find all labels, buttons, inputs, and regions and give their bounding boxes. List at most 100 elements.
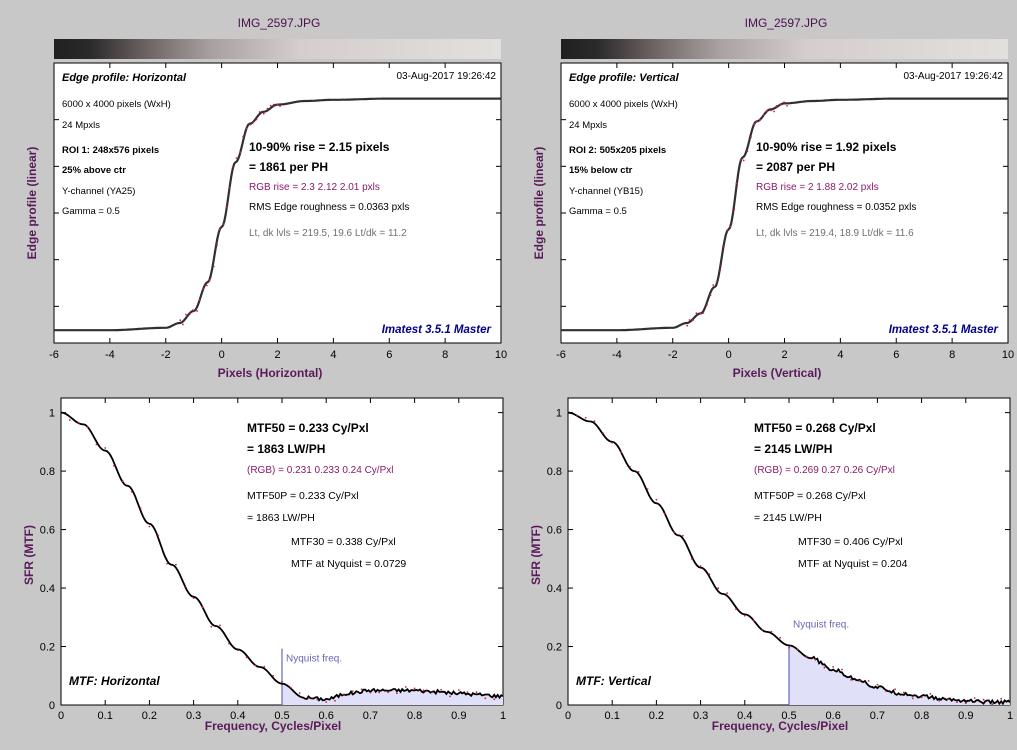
mtf50p-lwph: = 1863 LW/PH xyxy=(247,512,315,524)
edge-y-axis-label: Edge profile (linear) xyxy=(532,147,546,260)
edge-x-tick-label: 6 xyxy=(893,349,899,361)
mtf-sample-point xyxy=(920,696,923,699)
mtf-sample-point xyxy=(646,488,649,490)
edge-sample-point xyxy=(779,103,782,106)
mtf-at-nyquist: MTF at Nyquist = 0.204 xyxy=(798,558,908,570)
mtf-x-tick-label: 0.7 xyxy=(870,710,885,722)
edge-brand-label: Imatest 3.5.1 Master xyxy=(889,324,999,336)
edge-sample-point xyxy=(262,112,265,115)
edge-timestamp: 03-Aug-2017 19:26:42 xyxy=(903,71,1003,82)
nyquist-label: Nyquist freq. xyxy=(793,619,849,630)
edge-rms-roughness: RMS Edge roughness = 0.0352 pxls xyxy=(756,202,916,213)
mtf-beyond-nyquist-area xyxy=(282,683,503,705)
edge-x-tick-label: 6 xyxy=(386,349,392,361)
edge-x-axis-label: Pixels (Vertical) xyxy=(733,366,822,380)
mtf-y-tick-label: 0.6 xyxy=(40,525,55,537)
edge-levels: Lt, dk lvls = 219.5, 19.6 Lt/dk = 11.2 xyxy=(249,228,407,239)
mtf-sample-point xyxy=(735,608,737,610)
edge-sample-point xyxy=(272,103,275,106)
mtf-sample-point xyxy=(876,683,879,686)
mtf-sample-point xyxy=(708,573,711,576)
mtf-sample-point xyxy=(637,471,640,473)
edge-per-ph: = 2087 per PH xyxy=(756,160,835,174)
edge-sample-point xyxy=(726,229,729,232)
mtf-sample-point xyxy=(245,656,248,659)
mtf-sample-point xyxy=(964,702,967,705)
edge-sample-point xyxy=(225,206,228,208)
mtf-y-tick-label: 0.8 xyxy=(547,466,562,478)
edge-mpxls-info: 24 Mpxls xyxy=(62,120,100,131)
mtf-sample-point xyxy=(387,691,389,694)
mtf50-value: MTF50 = 0.268 Cy/Pxl xyxy=(754,421,876,435)
edge-levels: Lt, dk lvls = 219.4, 18.9 Lt/dk = 11.6 xyxy=(756,228,914,239)
edge-sample-point xyxy=(266,107,269,110)
mtf-sample-point xyxy=(779,636,782,639)
mtf-sample-point xyxy=(788,646,790,649)
mtf-sample-point xyxy=(325,701,328,703)
mtf-y-tick-label: 0 xyxy=(556,700,562,712)
mtf-sample-point xyxy=(192,597,195,599)
edge-x-tick-label: -2 xyxy=(668,349,678,361)
mtf30-value: MTF30 = 0.406 Cy/Pxl xyxy=(798,536,903,548)
mtf-x-tick-label: 0.9 xyxy=(451,710,466,722)
edge-x-tick-label: 0 xyxy=(219,349,225,361)
mtf-sample-point xyxy=(726,592,728,594)
edge-sample-point xyxy=(235,157,238,159)
mtf-sample-point xyxy=(396,692,398,695)
edge-channel: Y-channel (YA25) xyxy=(62,186,135,197)
edge-sample-point xyxy=(746,150,749,153)
edge-sample-point xyxy=(699,312,702,315)
edge-sample-point xyxy=(249,123,252,126)
edge-sample-point xyxy=(276,103,279,106)
edge-sample-point xyxy=(775,105,778,107)
mtf-sample-point xyxy=(219,624,222,627)
mtf-sample-point xyxy=(263,665,266,668)
edge-rgb-rise: RGB rise = 2.3 2.12 2.01 pxls xyxy=(249,182,380,193)
edge-sample-point xyxy=(196,310,199,312)
edge-x-tick-label: -6 xyxy=(49,349,59,361)
edge-sample-point xyxy=(692,319,694,322)
mtf-sample-point xyxy=(316,698,319,701)
edge-gamma: Gamma = 0.5 xyxy=(569,206,627,217)
edge-roi: ROI 2: 505x205 pixels xyxy=(569,145,666,156)
edge-sample-point xyxy=(733,208,736,211)
mtf-sample-point xyxy=(113,464,115,467)
mtf-sample-point xyxy=(289,686,292,689)
edge-roi-position: 25% above ctr xyxy=(62,165,126,176)
edge-sample-point xyxy=(218,228,221,231)
mtf-x-tick-label: 0.2 xyxy=(142,710,157,722)
edge-gamma: Gamma = 0.5 xyxy=(62,206,120,217)
edge-sample-point xyxy=(688,319,691,321)
mtf50-rgb: (RGB) = 0.231 0.233 0.24 Cy/Pxl xyxy=(247,465,393,476)
edge-profile-label: Edge profile: Horizontal xyxy=(62,72,187,84)
mtf-x-axis-label: Frequency, Cycles/Pixel xyxy=(205,719,342,733)
edge-x-tick-label: 2 xyxy=(781,349,787,361)
edge-sample-point xyxy=(208,279,211,282)
mtf-y-tick-label: 0.4 xyxy=(547,583,562,595)
mtf-sample-point xyxy=(867,680,870,682)
mtf-at-nyquist: MTF at Nyquist = 0.0729 xyxy=(291,558,406,570)
edge-size-info: 6000 x 4000 pixels (WxH) xyxy=(569,99,678,110)
mtf-y-tick-label: 0.2 xyxy=(547,642,562,654)
mtf50p-value: MTF50P = 0.268 Cy/Pxl xyxy=(754,490,866,502)
edge-x-tick-label: -4 xyxy=(612,349,622,361)
edge-sample-point xyxy=(729,225,732,228)
mtf-corner-label: MTF: Horizontal xyxy=(69,674,160,688)
edge-roi: ROI 1: 248x576 pixels xyxy=(62,145,159,156)
edge-sample-point xyxy=(750,136,752,139)
mtf-sample-point xyxy=(236,649,239,652)
mtf-sample-point xyxy=(823,666,826,669)
file-title: IMG_2597.JPG xyxy=(238,16,321,30)
edge-sample-point xyxy=(722,245,724,248)
mtf-sample-point xyxy=(602,432,605,435)
edge-x-axis-label: Pixels (Horizontal) xyxy=(218,366,323,380)
edge-sample-point xyxy=(695,312,698,315)
mtf-y-tick-label: 0.2 xyxy=(40,642,55,654)
edge-x-tick-label: 8 xyxy=(949,349,955,361)
edge-sample-point xyxy=(773,110,775,113)
mtf-sample-point xyxy=(95,443,98,446)
mtf-sample-point xyxy=(885,690,888,693)
mtf-sample-point xyxy=(440,688,442,691)
mtf-sample-point xyxy=(690,557,693,560)
